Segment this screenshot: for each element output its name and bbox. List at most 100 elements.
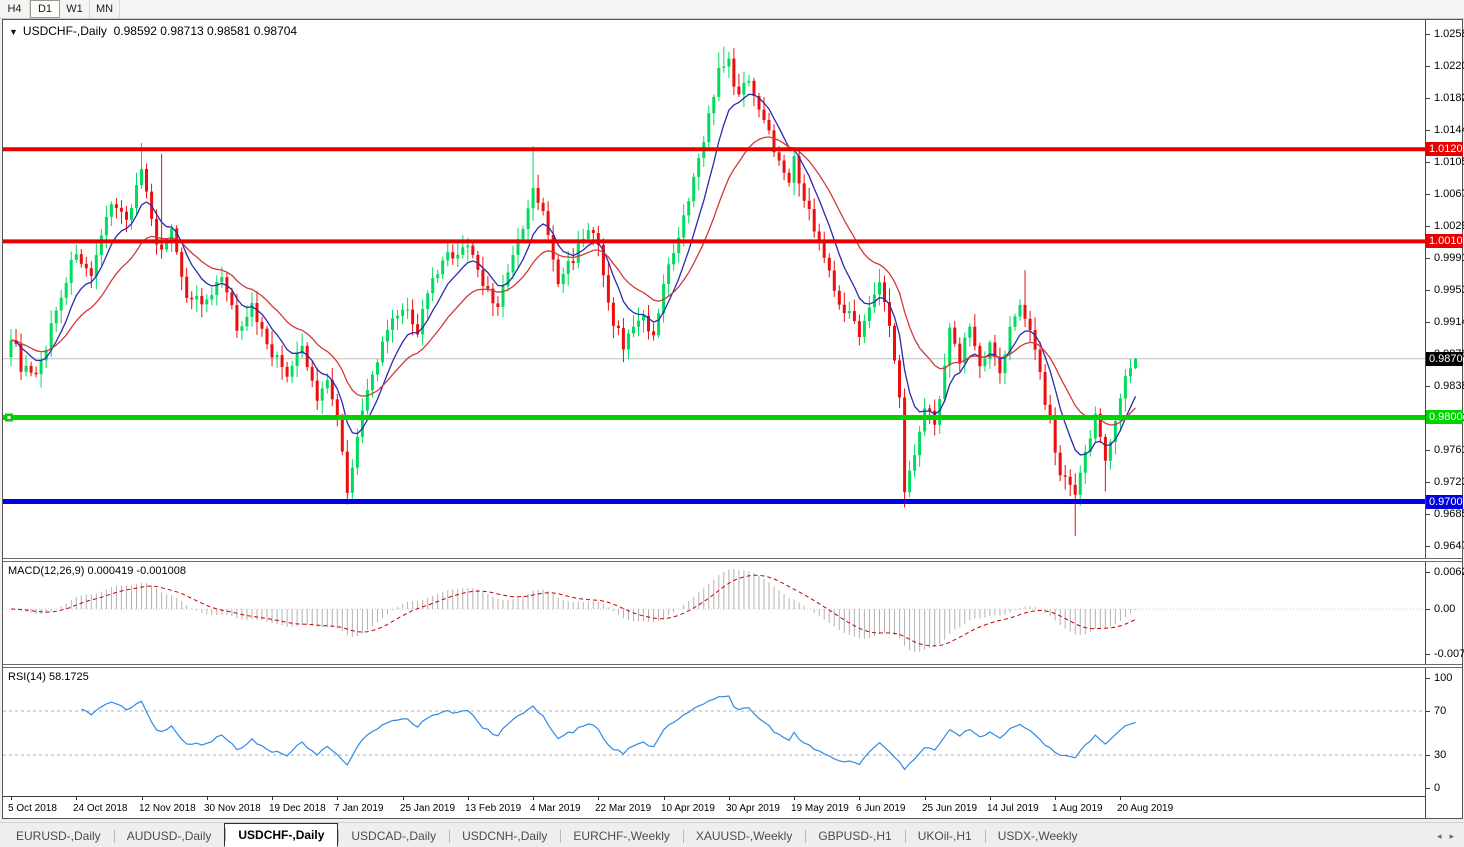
macd-pane[interactable]	[3, 562, 1425, 664]
symbol-tab-usdchf-daily[interactable]: USDCHF-,Daily	[224, 823, 339, 847]
date-tick	[76, 797, 77, 800]
price-tick: 0.96850	[1426, 508, 1464, 520]
date-tick	[729, 797, 730, 800]
symbol-title: USDCHF-,Daily	[22, 24, 107, 38]
price-tick: 0.98380	[1426, 380, 1464, 392]
date-label: 24 Oct 2018	[73, 803, 128, 814]
timeframe-button-h4[interactable]: H4	[0, 0, 30, 18]
date-label: 30 Apr 2019	[726, 803, 780, 814]
symbol-tab-usdx-weekly[interactable]: USDX-,Weekly	[984, 826, 1091, 847]
date-tick	[664, 797, 665, 800]
price-tick: 0.99530	[1426, 284, 1464, 296]
rsi-tick: 0	[1426, 782, 1440, 794]
price-tick: 0.97230	[1426, 476, 1464, 488]
tab-scroll-left-icon[interactable]: ◂	[1436, 831, 1442, 841]
symbol-tab-usdcad-daily[interactable]: USDCAD-,Daily	[338, 826, 449, 847]
date-tick	[925, 797, 926, 800]
price-tick: 1.02200	[1426, 60, 1464, 72]
price-tick: 1.00670	[1426, 188, 1464, 200]
macd-label: MACD(12,26,9) 0.000419 -0.001008	[8, 565, 186, 577]
date-label: 30 Nov 2018	[204, 803, 261, 814]
price-marker-label-0.97001: 0.97001	[1426, 495, 1464, 509]
macd-signal-line	[11, 574, 1136, 647]
date-label: 1 Aug 2019	[1052, 803, 1103, 814]
timeframe-button-d1[interactable]: D1	[30, 0, 60, 18]
date-label: 7 Jan 2019	[334, 803, 384, 814]
macd-pane-canvas[interactable]	[3, 562, 1425, 664]
macd-tick: 0.006286	[1426, 566, 1464, 578]
date-label: 25 Jan 2019	[400, 803, 456, 814]
date-label: 19 May 2019	[791, 803, 849, 814]
line-anchor-marker[interactable]	[5, 413, 13, 422]
price-tick: 1.01440	[1426, 124, 1464, 136]
timeframe-button-w1[interactable]: W1	[60, 0, 90, 18]
macd-histogram	[15, 569, 1136, 653]
date-label: 25 Jun 2019	[922, 803, 978, 814]
date-label: 6 Jun 2019	[856, 803, 906, 814]
rsi-label: RSI(14) 58.1725	[8, 671, 89, 683]
pane-splitter-rsi[interactable]	[3, 664, 1462, 668]
price-tick: 1.00290	[1426, 220, 1464, 232]
date-tick	[142, 797, 143, 800]
symbol-tab-audusd-daily[interactable]: AUDUSD-,Daily	[113, 826, 225, 847]
price-scale[interactable]: 1.02580 1.02200 1.01820 1.01440 1.01050 1.006…	[1425, 20, 1464, 818]
chart-window: ▼ USDCHF-,Daily 0.98592 0.98713 0.98581 0…	[2, 19, 1464, 819]
candlestick-series	[9, 46, 1137, 536]
symbol-tab-ukoil-h1[interactable]: UKOil-,H1	[904, 826, 985, 847]
timeframe-toolbar: H4 D1 W1 MN	[0, 0, 1464, 19]
symbol-tab-eurchf-weekly[interactable]: EURCHF-,Weekly	[560, 826, 682, 847]
price-pane-canvas[interactable]	[3, 20, 1425, 558]
rsi-tick: 70	[1426, 705, 1446, 717]
date-tick	[272, 797, 273, 800]
price-tick: 1.02580	[1426, 28, 1464, 40]
date-tick	[598, 797, 599, 800]
price-tick: 0.96470	[1426, 540, 1464, 552]
price-marker-label-1.00106: 1.00106	[1426, 234, 1464, 248]
price-marker-label-0.98704: 0.98704	[1426, 352, 1464, 366]
price-tick: 0.99910	[1426, 252, 1464, 264]
macd-tick: -0.00762	[1426, 648, 1464, 660]
rsi-pane[interactable]	[3, 668, 1425, 796]
date-label: 13 Feb 2019	[465, 803, 522, 814]
date-tick	[990, 797, 991, 800]
price-tick: 1.01050	[1426, 156, 1464, 168]
date-tick	[1120, 797, 1121, 800]
tab-scroll-nav: ◂ ▸	[1437, 831, 1464, 847]
date-label: 4 Mar 2019	[530, 803, 581, 814]
tab-scroll-right-icon[interactable]: ▸	[1449, 831, 1454, 841]
symbol-tab-usdcnh-daily[interactable]: USDCNH-,Daily	[449, 826, 560, 847]
ohlc-values: 0.98592 0.98713 0.98581 0.98704	[113, 24, 298, 38]
rsi-tick: 30	[1426, 749, 1446, 761]
price-marker-label-0.98004: 0.98004	[1426, 410, 1464, 424]
date-tick	[468, 797, 469, 800]
date-tick	[207, 797, 208, 800]
symbol-tab-eurusd-daily[interactable]: EURUSD-,Daily	[16, 829, 101, 843]
date-label: 12 Nov 2018	[139, 803, 196, 814]
timeframe-button-mn[interactable]: MN	[90, 0, 120, 18]
price-tick: 0.99140	[1426, 316, 1464, 328]
date-tick	[794, 797, 795, 800]
date-label: 10 Apr 2019	[661, 803, 715, 814]
rsi-pane-canvas[interactable]	[3, 668, 1425, 796]
date-label: 20 Aug 2019	[1117, 803, 1174, 814]
date-label: 14 Jul 2019	[987, 803, 1039, 814]
pane-splitter-macd[interactable]	[3, 558, 1462, 562]
symbol-tab-xauusd-weekly[interactable]: XAUUSD-,Weekly	[682, 826, 805, 847]
price-pane[interactable]	[3, 20, 1425, 558]
date-tick	[403, 797, 404, 800]
time-axis: 5 Oct 2018 24 Oct 2018 12 Nov 2018 30 Nov 2…	[3, 796, 1425, 818]
rsi-tick: 100	[1426, 672, 1452, 684]
date-label: 22 Mar 2019	[595, 803, 652, 814]
chart-title-bar: ▼ USDCHF-,Daily 0.98592 0.98713 0.98581 0…	[9, 24, 297, 38]
price-tick: 1.01820	[1426, 92, 1464, 104]
date-tick	[859, 797, 860, 800]
date-tick	[337, 797, 338, 800]
macd-tick: 0.00	[1426, 603, 1455, 615]
date-label: 19 Dec 2018	[269, 803, 326, 814]
chart-dropdown-icon[interactable]: ▼	[9, 27, 18, 37]
symbol-tab-gbpusd-h1[interactable]: GBPUSD-,H1	[805, 826, 904, 847]
price-marker-label-1.01205: 1.01205	[1426, 142, 1464, 156]
date-tick	[533, 797, 534, 800]
price-tick: 0.97610	[1426, 444, 1464, 456]
symbol-tabs-bar: EURUSD-,Daily AUDUSD-,Daily USDCHF-,Daily U…	[0, 822, 1464, 847]
